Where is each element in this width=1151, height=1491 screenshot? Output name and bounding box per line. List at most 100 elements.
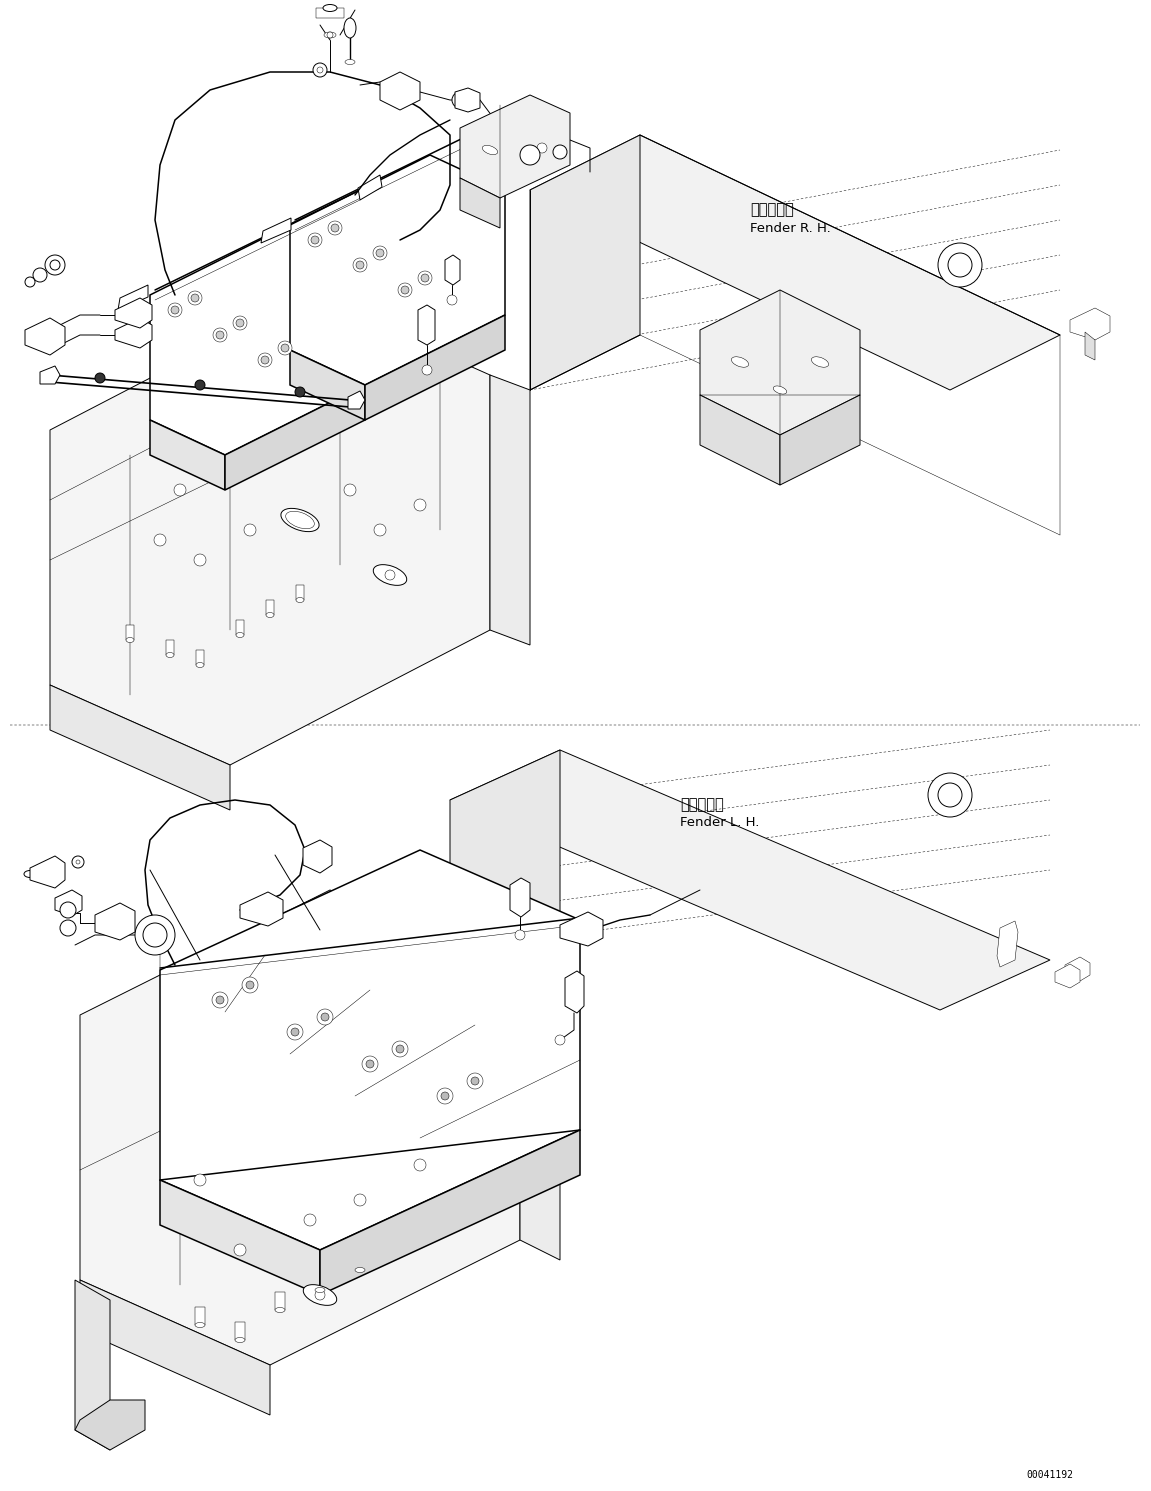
Ellipse shape — [773, 386, 786, 394]
Circle shape — [538, 143, 547, 154]
Circle shape — [281, 344, 289, 352]
Polygon shape — [320, 1130, 580, 1296]
Circle shape — [258, 353, 272, 367]
Ellipse shape — [266, 613, 274, 617]
Ellipse shape — [355, 1267, 365, 1272]
Ellipse shape — [315, 1288, 325, 1293]
Circle shape — [398, 283, 412, 297]
Polygon shape — [75, 1400, 145, 1451]
Polygon shape — [196, 650, 204, 665]
Circle shape — [441, 1091, 449, 1100]
Polygon shape — [235, 1323, 245, 1340]
Polygon shape — [700, 291, 860, 435]
Circle shape — [401, 286, 409, 294]
Circle shape — [315, 1290, 325, 1300]
Circle shape — [261, 356, 269, 364]
Circle shape — [212, 992, 228, 1008]
Circle shape — [327, 31, 333, 37]
Polygon shape — [498, 104, 523, 130]
Ellipse shape — [281, 508, 319, 532]
Circle shape — [414, 1159, 426, 1170]
Circle shape — [525, 151, 535, 160]
Polygon shape — [380, 72, 420, 110]
Circle shape — [363, 1056, 378, 1072]
Text: フェンダ右: フェンダ右 — [750, 203, 794, 218]
Polygon shape — [166, 640, 174, 655]
Polygon shape — [81, 890, 520, 1364]
Polygon shape — [195, 1308, 205, 1325]
Circle shape — [396, 1045, 404, 1053]
Circle shape — [938, 243, 982, 286]
Circle shape — [60, 920, 76, 936]
Polygon shape — [115, 298, 152, 328]
Polygon shape — [1085, 332, 1095, 359]
Circle shape — [191, 294, 199, 303]
Circle shape — [471, 1077, 479, 1085]
Ellipse shape — [296, 598, 304, 602]
Circle shape — [291, 1027, 299, 1036]
Ellipse shape — [303, 1285, 337, 1305]
Circle shape — [45, 255, 64, 274]
Circle shape — [452, 92, 468, 107]
Polygon shape — [266, 599, 274, 614]
Text: Fender R. H.: Fender R. H. — [750, 222, 831, 234]
Ellipse shape — [275, 1308, 285, 1312]
Polygon shape — [510, 878, 529, 917]
Circle shape — [242, 977, 258, 993]
Ellipse shape — [285, 511, 314, 529]
Polygon shape — [520, 975, 561, 1260]
Ellipse shape — [482, 145, 497, 155]
Circle shape — [73, 856, 84, 868]
Polygon shape — [160, 1179, 320, 1296]
Polygon shape — [529, 136, 1060, 391]
Circle shape — [168, 303, 182, 318]
Circle shape — [216, 996, 224, 1003]
Polygon shape — [49, 684, 230, 810]
Polygon shape — [780, 395, 860, 485]
Circle shape — [236, 319, 244, 327]
Polygon shape — [450, 750, 561, 1000]
Circle shape — [49, 259, 60, 270]
Polygon shape — [150, 420, 224, 491]
Circle shape — [304, 1214, 317, 1226]
Polygon shape — [241, 892, 283, 926]
Circle shape — [353, 258, 367, 271]
Polygon shape — [358, 174, 382, 200]
Circle shape — [355, 1194, 366, 1206]
Polygon shape — [275, 1293, 285, 1311]
Polygon shape — [115, 318, 152, 347]
Polygon shape — [460, 177, 500, 228]
Circle shape — [331, 224, 340, 233]
Circle shape — [279, 341, 292, 355]
Ellipse shape — [24, 871, 36, 878]
Polygon shape — [1065, 957, 1090, 981]
Polygon shape — [997, 921, 1017, 968]
Circle shape — [25, 277, 35, 286]
Circle shape — [418, 271, 432, 285]
Circle shape — [552, 145, 567, 160]
Circle shape — [468, 95, 479, 104]
Circle shape — [344, 485, 356, 497]
Circle shape — [233, 316, 247, 330]
Polygon shape — [296, 584, 304, 599]
Circle shape — [60, 902, 76, 918]
Polygon shape — [119, 285, 148, 310]
Circle shape — [244, 523, 256, 535]
Circle shape — [31, 331, 45, 344]
Circle shape — [33, 268, 47, 282]
Ellipse shape — [236, 632, 244, 638]
Circle shape — [520, 145, 540, 166]
Circle shape — [373, 246, 387, 259]
Ellipse shape — [166, 653, 174, 658]
Polygon shape — [565, 971, 584, 1012]
Circle shape — [195, 555, 206, 567]
Circle shape — [246, 981, 254, 989]
Polygon shape — [460, 95, 570, 198]
Ellipse shape — [196, 662, 204, 668]
Polygon shape — [700, 395, 780, 485]
Circle shape — [948, 253, 971, 277]
Polygon shape — [455, 88, 480, 112]
Text: フェンダ左: フェンダ左 — [680, 798, 724, 813]
Polygon shape — [290, 155, 505, 385]
Polygon shape — [236, 620, 244, 635]
